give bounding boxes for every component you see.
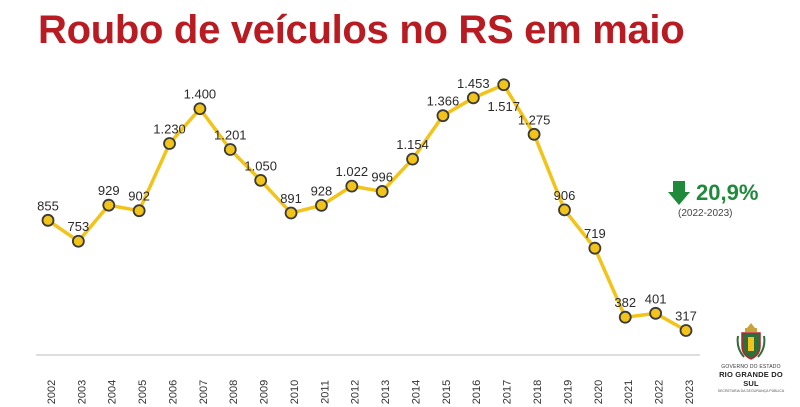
data-point [375, 185, 389, 198]
change-percentage: 20,9% [696, 180, 759, 205]
x-tick-label: 2012 [350, 380, 362, 404]
logo-line-governo: GOVERNO DO ESTADO [721, 364, 781, 370]
x-tick-label: 2005 [137, 380, 149, 404]
x-tick-label: 2007 [198, 380, 210, 404]
data-point [71, 234, 85, 248]
chart-title: Roubo de veículos no RS em maio [38, 8, 685, 52]
logo-line-secretaria: SECRETARIA DA SEGURANÇA PÚBLICA [717, 389, 785, 393]
data-point [436, 109, 450, 123]
data-label: 1.201 [214, 127, 247, 142]
data-label: 401 [645, 291, 667, 306]
data-label: 902 [128, 189, 150, 204]
series-line [47, 83, 687, 333]
x-tick-label: 2003 [76, 380, 88, 404]
data-point [466, 91, 480, 105]
state-crest-icon [736, 323, 766, 360]
data-point [102, 198, 116, 212]
data-point [618, 310, 632, 324]
x-tick-label: 2015 [441, 380, 453, 404]
data-point [649, 306, 663, 320]
data-point [345, 179, 359, 193]
data-label: 1.453 [457, 76, 490, 91]
data-label: 317 [675, 309, 697, 324]
data-point [679, 324, 693, 337]
x-tick-label: 2023 [684, 380, 696, 404]
x-tick-label: 2004 [107, 380, 119, 404]
data-label: 382 [614, 295, 636, 310]
data-point [497, 78, 511, 92]
data-point [558, 203, 571, 217]
x-tick-label: 2014 [410, 380, 422, 404]
data-point [163, 137, 176, 150]
x-tick-label: 2020 [593, 380, 605, 404]
x-tick-label: 2022 [654, 380, 666, 404]
data-point [41, 213, 55, 227]
x-tick-label: 2008 [228, 380, 240, 404]
x-tick-label: 2006 [167, 380, 179, 404]
data-point [527, 127, 541, 141]
data-label: 1.230 [153, 122, 186, 137]
x-tick-label: 2011 [319, 380, 331, 404]
data-label: 928 [311, 183, 333, 198]
x-tick-label: 2017 [502, 380, 514, 404]
change-period: (2022-2023) [678, 208, 733, 219]
data-label: 906 [554, 188, 576, 203]
x-tick-label: 2019 [562, 380, 574, 404]
logo-line-state: RIO GRANDE DO SUL [719, 370, 783, 388]
data-label: 855 [37, 198, 59, 213]
x-tick-label: 2013 [380, 380, 392, 404]
data-point [223, 143, 237, 156]
x-tick-label: 2009 [259, 380, 271, 404]
data-label: 1.366 [427, 94, 460, 109]
data-point [284, 206, 298, 220]
x-tick-label: 2002 [46, 380, 58, 404]
data-label: 929 [98, 183, 120, 198]
x-tick-label: 2010 [289, 380, 301, 404]
change-indicator: 20,9% (2022-2023) [668, 180, 788, 219]
x-tick-labels: 2002 2003 2004 2005 2006 2007 2008 2009 2010 2011… [46, 380, 696, 404]
data-label: 1.022 [336, 164, 369, 179]
data-point [132, 204, 146, 218]
data-label: 719 [584, 226, 606, 241]
x-tick-label: 2021 [623, 380, 635, 404]
data-label: 753 [68, 219, 90, 234]
data-point [588, 241, 602, 255]
data-label: 996 [371, 169, 393, 184]
data-markers [41, 78, 693, 337]
data-label: 1.517 [487, 99, 520, 114]
data-label: 891 [280, 191, 302, 206]
data-label: 1.050 [244, 158, 277, 173]
data-point [193, 102, 207, 116]
x-tick-label: 2016 [471, 380, 483, 404]
data-point [254, 173, 268, 187]
government-logo: GOVERNO DO ESTADO RIO GRANDE DO SUL SECR… [712, 322, 790, 393]
arrow-down-icon [668, 181, 690, 205]
x-tick-label: 2018 [532, 380, 544, 404]
data-label: 1.400 [184, 87, 217, 102]
data-label: 1.154 [396, 137, 429, 152]
data-label: 1.275 [518, 112, 551, 127]
data-point [315, 198, 328, 212]
data-point [406, 152, 419, 166]
